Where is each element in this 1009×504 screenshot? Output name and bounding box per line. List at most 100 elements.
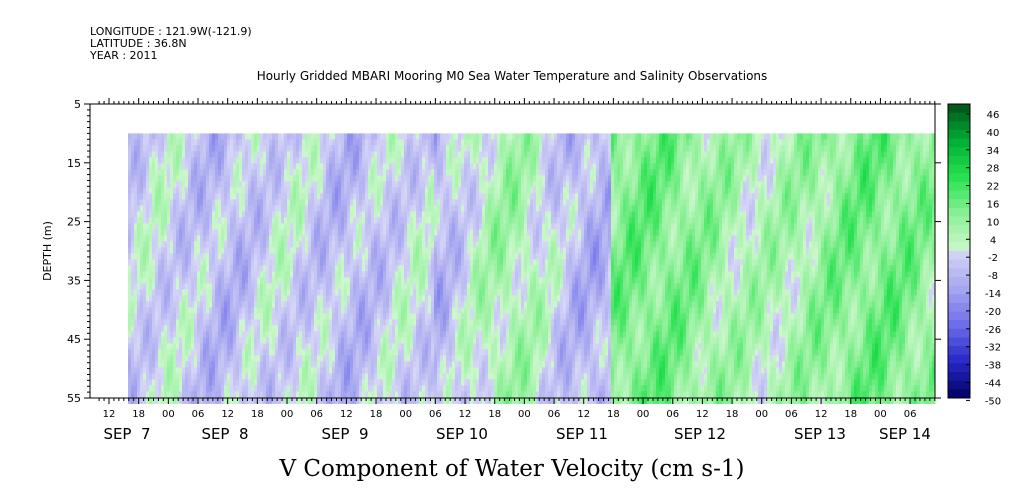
heat-cell xyxy=(353,151,357,158)
heat-cell xyxy=(398,355,402,362)
heat-cell xyxy=(155,277,159,284)
heat-cell xyxy=(452,151,456,158)
heat-cell xyxy=(179,157,183,164)
heat-cell xyxy=(449,307,453,314)
heat-cell xyxy=(308,373,312,380)
heat-cell xyxy=(431,283,435,290)
heat-cell xyxy=(260,271,264,278)
heat-cell xyxy=(194,301,198,308)
heat-cell xyxy=(281,319,285,326)
heat-cell xyxy=(191,163,195,170)
heat-cell xyxy=(455,301,459,308)
heat-cell xyxy=(311,391,315,398)
heat-cell xyxy=(194,211,198,218)
heat-cell xyxy=(173,163,177,170)
heat-cell xyxy=(434,187,438,194)
heat-cell xyxy=(416,355,420,362)
heat-cell xyxy=(140,271,144,278)
heat-cell xyxy=(302,301,306,308)
heat-cell xyxy=(365,151,369,158)
heat-cell xyxy=(335,247,339,254)
heat-cell xyxy=(398,157,402,164)
heat-cell xyxy=(326,229,330,236)
heat-cell xyxy=(320,193,324,200)
heat-cell xyxy=(437,241,441,248)
heat-cell xyxy=(443,283,447,290)
heat-cell xyxy=(281,337,285,344)
heat-cell xyxy=(452,181,456,188)
heat-cell xyxy=(188,163,192,170)
heat-cell xyxy=(377,187,381,194)
heat-cell xyxy=(173,307,177,314)
heat-cell xyxy=(416,181,420,188)
heat-cell xyxy=(155,151,159,158)
heat-cell xyxy=(293,169,297,176)
heat-cell xyxy=(134,325,138,332)
heat-cell xyxy=(263,343,267,350)
heat-cell xyxy=(356,349,360,356)
heat-cell xyxy=(446,271,450,278)
heat-cell xyxy=(359,145,363,152)
heat-cell xyxy=(449,361,453,368)
heat-cell xyxy=(302,355,306,362)
heat-cell xyxy=(371,283,375,290)
heat-cell xyxy=(356,163,360,170)
heat-cell xyxy=(341,295,345,302)
heat-cell xyxy=(374,295,378,302)
heat-cell xyxy=(371,151,375,158)
heat-cell xyxy=(164,139,168,146)
heat-cell xyxy=(227,229,231,236)
heat-cell xyxy=(398,241,402,248)
heat-cell xyxy=(173,229,177,236)
heat-cell xyxy=(296,385,300,392)
heat-cell xyxy=(389,259,393,266)
heat-cell xyxy=(368,139,372,146)
heat-cell xyxy=(245,319,249,326)
heat-cell xyxy=(392,175,396,182)
heat-cell xyxy=(266,337,270,344)
heat-cell xyxy=(131,361,135,368)
heat-cell xyxy=(296,295,300,302)
heat-cell xyxy=(209,271,213,278)
heat-cell xyxy=(395,379,399,386)
heat-cell xyxy=(332,247,336,254)
heat-cell xyxy=(329,277,333,284)
heat-cell xyxy=(215,187,219,194)
heat-cell xyxy=(173,145,177,152)
heat-cell xyxy=(362,337,366,344)
heat-cell xyxy=(452,325,456,332)
heat-cell xyxy=(167,373,171,380)
heat-cell xyxy=(332,259,336,266)
heat-cell xyxy=(215,145,219,152)
heat-cell xyxy=(158,337,162,344)
heat-cell xyxy=(254,277,258,284)
heat-cell xyxy=(371,373,375,380)
heat-cell xyxy=(437,331,441,338)
heat-cell xyxy=(254,373,258,380)
heat-cell xyxy=(317,337,321,344)
heat-cell xyxy=(134,187,138,194)
heat-cell xyxy=(359,349,363,356)
heat-cell xyxy=(452,337,456,344)
heat-cell xyxy=(377,247,381,254)
heat-cell xyxy=(191,157,195,164)
heat-cell xyxy=(236,253,240,260)
heat-cell xyxy=(230,241,234,248)
heat-cell xyxy=(188,361,192,368)
heat-cell xyxy=(443,355,447,362)
heat-cell xyxy=(365,295,369,302)
heat-cell xyxy=(146,247,150,254)
heat-cell xyxy=(305,283,309,290)
heat-cell xyxy=(224,277,228,284)
heat-cell xyxy=(155,391,159,398)
heat-cell xyxy=(416,259,420,266)
heat-cell xyxy=(305,355,309,362)
heat-cell xyxy=(233,361,237,368)
heat-cell xyxy=(209,169,213,176)
heat-cell xyxy=(182,337,186,344)
heat-cell xyxy=(191,133,195,140)
heat-cell xyxy=(362,187,366,194)
heat-cell xyxy=(311,343,315,350)
heat-cell xyxy=(137,247,141,254)
heat-cell xyxy=(446,151,450,158)
